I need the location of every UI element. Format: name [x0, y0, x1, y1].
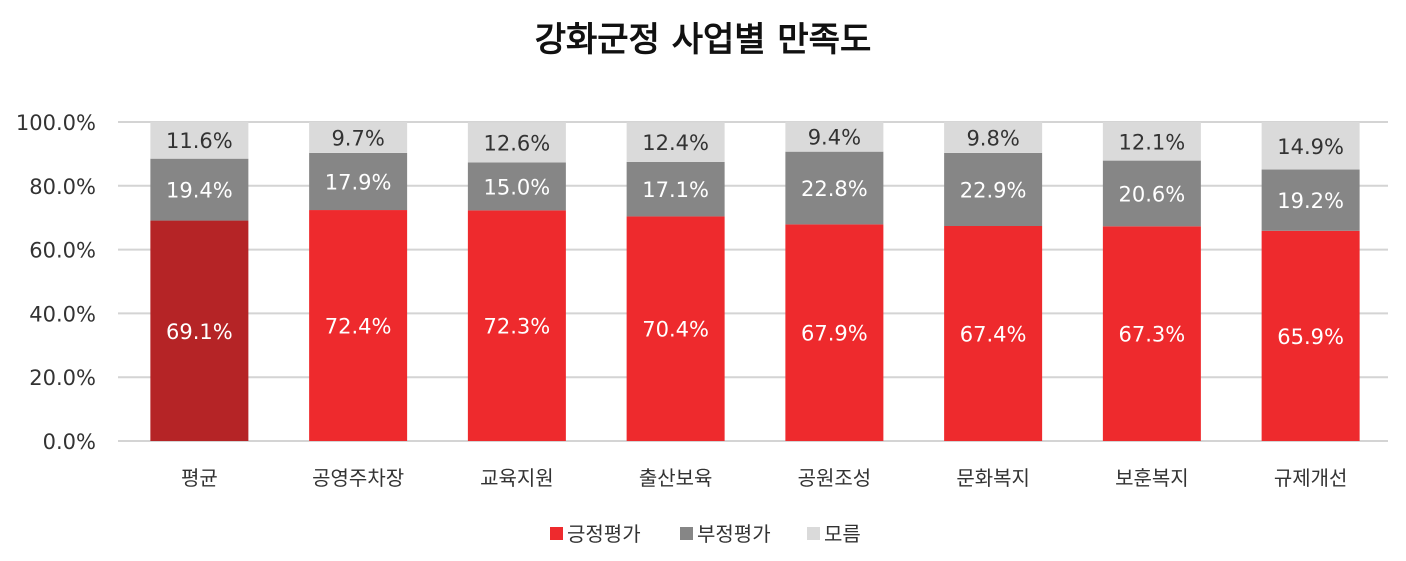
data-label: 9.7%	[331, 126, 384, 150]
data-label: 19.2%	[1277, 189, 1344, 213]
legend: 긍정평가 부정평가 모름	[550, 522, 861, 546]
data-label: 65.9%	[1277, 325, 1344, 349]
data-label: 72.4%	[325, 315, 392, 339]
x-tick-label: 교육지원	[480, 466, 554, 490]
data-label: 12.1%	[1119, 130, 1186, 154]
bar-segment	[785, 224, 884, 441]
legend-label: 모름	[824, 522, 861, 546]
bar-segment	[467, 162, 566, 211]
bar-segment	[150, 220, 249, 441]
chart-title: 강화군정 사업별 만족도	[534, 20, 872, 60]
legend-swatch	[807, 527, 820, 540]
x-tick-label: 공영주차장	[312, 466, 404, 490]
y-tick-label: 40.0%	[29, 302, 96, 326]
bar-segment	[309, 122, 408, 153]
data-label: 14.9%	[1277, 135, 1344, 159]
data-label: 11.6%	[166, 129, 233, 153]
y-tick-label: 80.0%	[29, 175, 96, 199]
data-label: 9.8%	[966, 126, 1019, 150]
x-tick-label: 보훈복지	[1115, 466, 1189, 490]
bar-segment	[626, 122, 725, 162]
y-tick-label: 0.0%	[43, 430, 96, 454]
bar-segment	[1102, 122, 1201, 161]
legend-label: 부정평가	[697, 522, 771, 546]
bar-segment	[1102, 226, 1201, 441]
data-label: 9.4%	[808, 126, 861, 150]
data-label: 67.3%	[1119, 323, 1186, 347]
bar-segment	[150, 121, 249, 159]
legend-label: 긍정평가	[567, 522, 641, 546]
data-label: 70.4%	[642, 318, 709, 342]
data-label: 12.4%	[642, 131, 709, 155]
x-tick-label: 규제개선	[1274, 466, 1348, 490]
data-label: 72.3%	[484, 315, 551, 339]
bar-segment	[309, 210, 408, 441]
x-tick-label: 문화복지	[956, 466, 1030, 490]
bar-segment	[626, 161, 725, 217]
data-label: 22.8%	[801, 177, 868, 201]
y-tick-label: 100.0%	[16, 111, 96, 135]
x-axis-categories: 평균 공영주차장 교육지원 출산보육 공원조성 문화복지 보훈복지 규제개선	[181, 466, 1347, 490]
x-tick-label: 출산보육	[639, 466, 713, 490]
bar-segment	[467, 122, 566, 163]
data-label: 17.1%	[642, 178, 709, 202]
data-label: 69.1%	[166, 320, 233, 344]
data-label: 20.6%	[1119, 182, 1186, 206]
bar-segment	[944, 152, 1043, 226]
bar-segment	[626, 216, 725, 441]
bar-segment	[309, 152, 408, 211]
data-label: 67.9%	[801, 322, 868, 346]
legend-swatch	[680, 527, 693, 540]
legend-swatch	[550, 527, 563, 540]
bar-segment	[944, 121, 1043, 153]
bar-segment	[1261, 122, 1360, 170]
x-tick-label: 평균	[181, 466, 218, 490]
bars: 69.1% 19.4% 11.6% 72.4% 17.9% 9.7% 72.3% 15.0% 1…	[150, 121, 1360, 441]
data-label: 15.0%	[484, 175, 551, 199]
data-label: 22.9%	[960, 178, 1027, 202]
bar-segment	[785, 151, 884, 225]
bar-segment	[1261, 230, 1360, 441]
y-tick-label: 60.0%	[29, 239, 96, 263]
data-label: 12.6%	[484, 131, 551, 155]
data-label: 67.4%	[960, 322, 1027, 346]
bar-segment	[1102, 160, 1201, 227]
data-label: 17.9%	[325, 170, 392, 194]
bar-segment	[1261, 169, 1360, 231]
bar-segment	[150, 158, 249, 221]
bar-segment	[467, 210, 566, 441]
y-tick-label: 20.0%	[29, 366, 96, 390]
y-axis: 0.0% 20.0% 40.0% 60.0% 80.0% 100.0%	[16, 111, 96, 454]
x-tick-label: 공원조성	[798, 466, 872, 490]
data-label: 19.4%	[166, 179, 233, 203]
bar-segment	[785, 121, 884, 152]
bar-segment	[944, 225, 1043, 441]
